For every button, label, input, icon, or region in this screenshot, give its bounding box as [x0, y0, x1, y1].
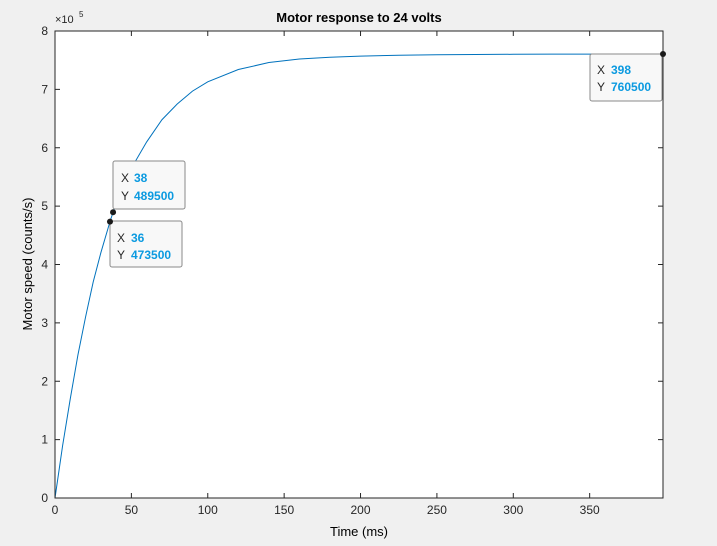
y-exponent-base: ×10 — [55, 14, 74, 26]
datatip-x-label: X — [597, 63, 605, 77]
x-axis-label: Time (ms) — [330, 524, 388, 539]
series-line — [54, 53, 663, 499]
x-axis-ticks: 0 50 100 150 200 250 300 350 — [52, 31, 600, 517]
x-tick-label: 350 — [580, 503, 600, 517]
datatip-box — [589, 53, 663, 102]
x-tick-label: 300 — [503, 503, 523, 517]
datatip-box — [112, 160, 186, 210]
y-tick-label: 0 — [41, 491, 48, 505]
axes-box — [54, 30, 664, 499]
datatip-y-value: 760500 — [611, 80, 651, 94]
datatip-x-value: 36 — [131, 231, 145, 245]
y-tick-label: 4 — [41, 258, 48, 272]
x-tick-label: 150 — [274, 503, 294, 517]
x-tick-label: 100 — [198, 503, 218, 517]
datatip-box — [109, 220, 183, 268]
datatip-markers — [106, 51, 666, 225]
y-axis-label: Motor speed (counts/s) — [20, 198, 35, 331]
datatip[interactable]: X 36 Y 473500 — [109, 220, 183, 268]
datatip-y-value: 473500 — [131, 248, 171, 262]
y-tick-label: 3 — [41, 316, 48, 330]
y-tick-label: 7 — [41, 82, 48, 96]
datatip-y-value: 489500 — [134, 189, 174, 203]
y-exponent-power: 5 — [79, 10, 84, 19]
datatip-x-value: 398 — [611, 63, 631, 77]
y-tick-label: 8 — [41, 24, 48, 38]
y-axis-exponent: ×10 5 — [55, 10, 84, 26]
datatip-x-label: X — [121, 171, 129, 185]
datatip[interactable]: X 38 Y 489500 — [112, 160, 186, 210]
chart-title: Motor response to 24 volts — [276, 10, 441, 25]
y-tick-label: 6 — [41, 141, 48, 155]
datatip-x-label: X — [117, 231, 125, 245]
datatip-y-label: Y — [121, 189, 129, 203]
x-tick-label: 50 — [125, 503, 139, 517]
datatip-marker[interactable] — [660, 51, 666, 58]
datatip-x-value: 38 — [134, 171, 148, 185]
x-tick-label: 0 — [52, 503, 59, 517]
datatip-y-label: Y — [597, 80, 605, 94]
y-tick-label: 2 — [41, 374, 48, 388]
x-tick-label: 200 — [351, 503, 371, 517]
y-tick-label: 1 — [41, 433, 48, 447]
datatip[interactable]: X 398 Y 760500 — [589, 53, 663, 102]
datatip-marker[interactable] — [106, 218, 113, 225]
y-tick-label: 5 — [41, 199, 48, 213]
x-tick-label: 250 — [427, 503, 447, 517]
datatip-y-label: Y — [117, 248, 125, 262]
datatip-marker[interactable] — [110, 209, 117, 216]
